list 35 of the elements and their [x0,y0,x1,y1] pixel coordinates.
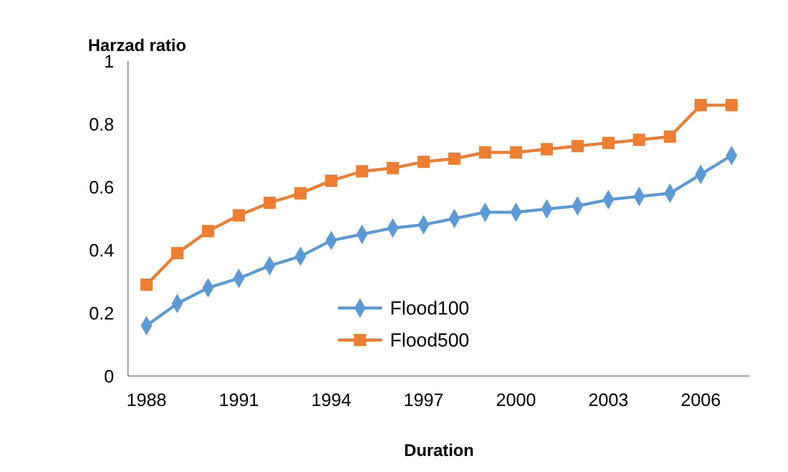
x-tick-label: 2000 [496,390,536,410]
x-tick-label: 2003 [588,390,628,410]
point [386,162,399,174]
point [448,152,461,165]
point [725,98,738,112]
x-tick-label: 1991 [218,390,259,410]
point [571,140,584,152]
legend-label: Flood100 [390,298,470,320]
point [356,165,368,178]
point [664,130,676,143]
x-tick-label: 1997 [404,390,444,410]
point [202,224,214,238]
point [633,134,646,146]
point [694,98,707,112]
y-tick-label: 0.8 [88,114,114,134]
legend-label: Flood500 [390,330,470,352]
x-tick-label: 1988 [126,390,166,410]
point [171,247,184,260]
point [232,209,245,222]
y-tick-label: 0.4 [88,240,114,260]
point [540,143,553,156]
x-axis-title: Duration [404,441,474,460]
x-tick-label: 1994 [311,390,352,410]
x-tick-label: 2006 [680,390,721,410]
y-tick-label: 0 [104,366,114,386]
y-tick-label: 0.2 [88,303,114,324]
point [140,278,153,291]
point [602,136,614,150]
point [479,146,492,158]
point [325,174,338,187]
point [417,156,430,168]
point [294,187,307,200]
point [264,196,276,209]
point [510,146,522,158]
y-tick-label: 0.6 [88,177,114,198]
